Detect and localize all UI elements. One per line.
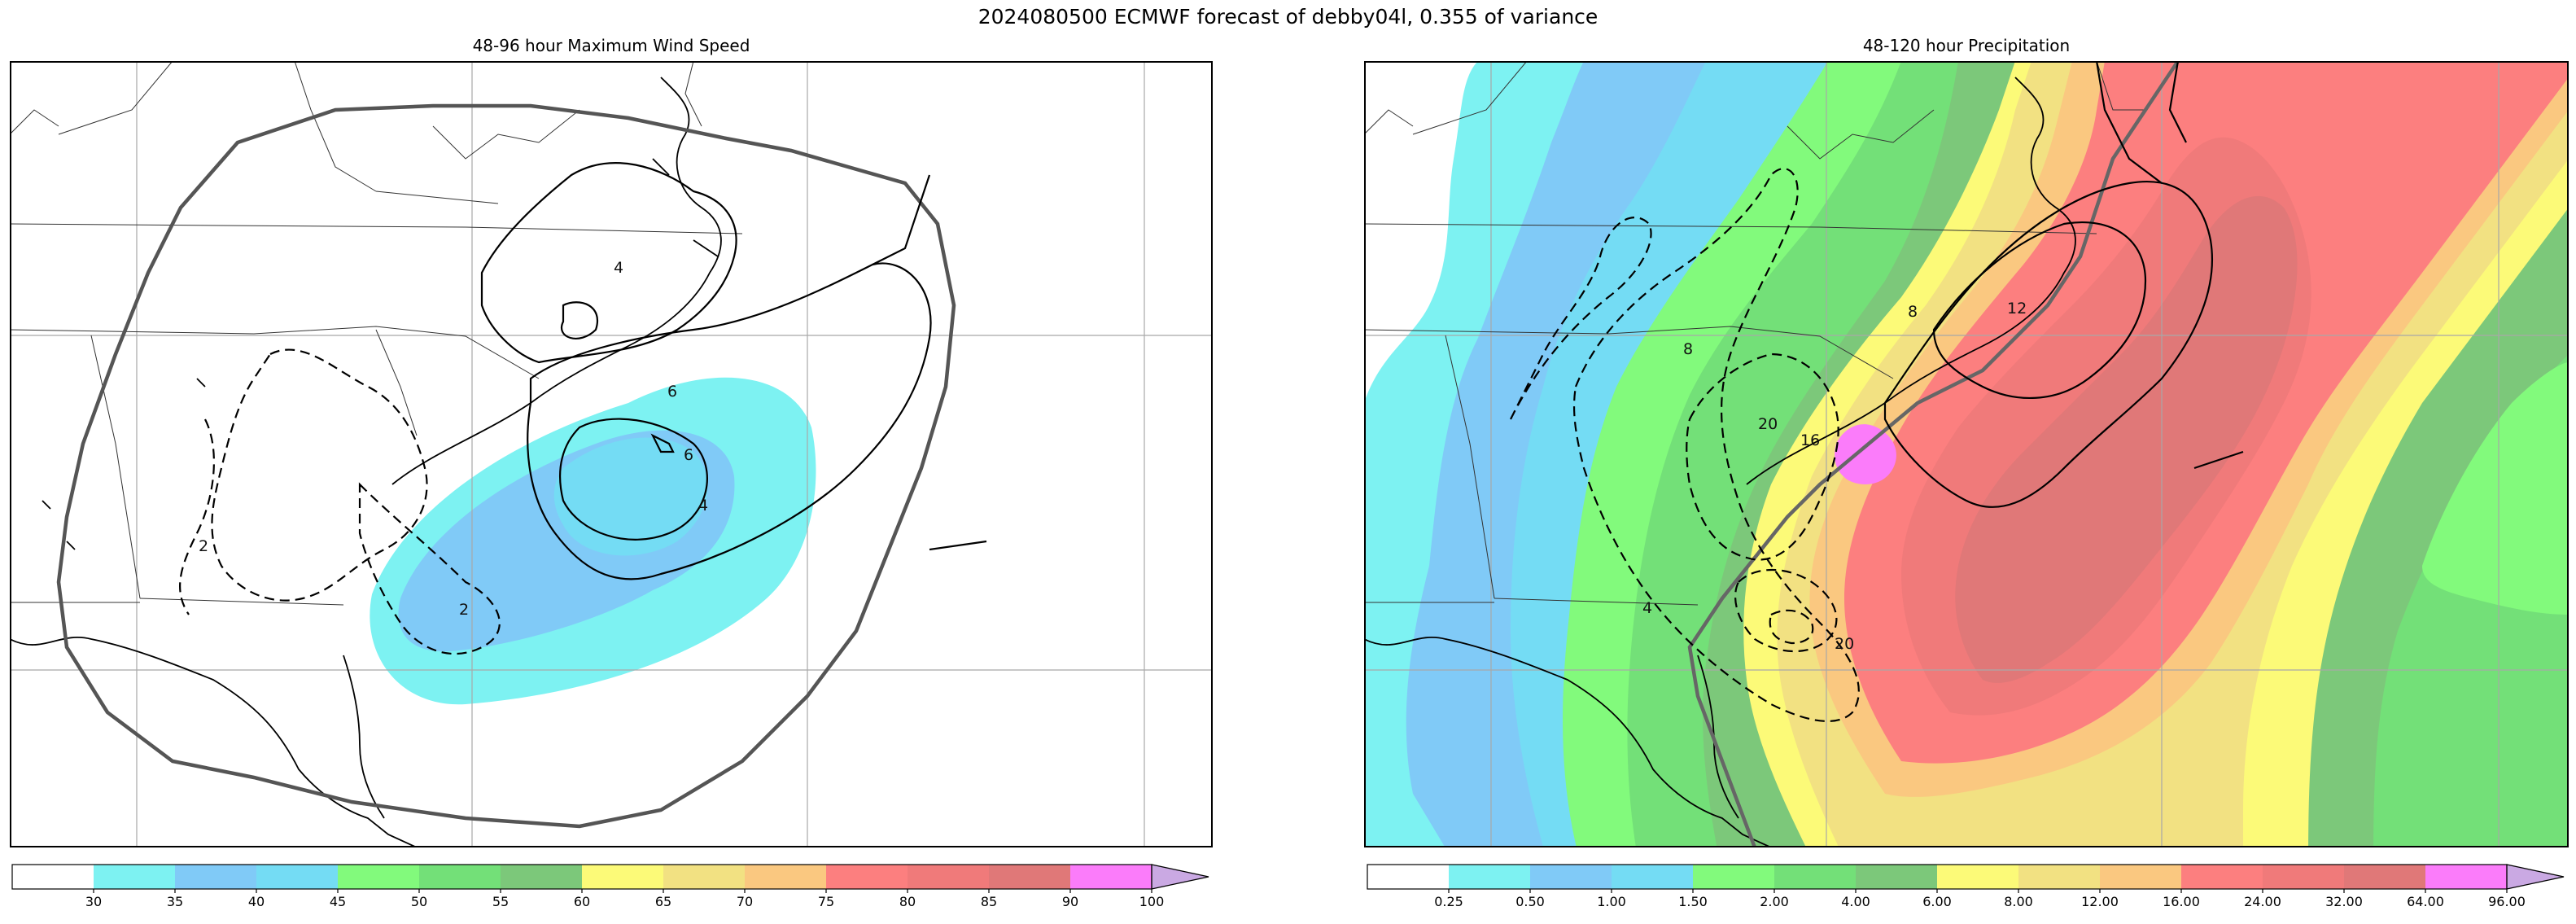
precip-colorbar-tick-label: 16.00 — [2163, 894, 2200, 909]
wind-colorbar-swatch — [94, 865, 176, 889]
precip-dashed-contours — [1510, 168, 1860, 722]
wind-colorbar-tick-label: 30 — [85, 894, 102, 909]
precip-colorbar-tick-label: 64.00 — [2407, 894, 2444, 909]
wind-contour-label-4: 4 — [698, 497, 708, 515]
precip-colorbar-extend-arrow — [2506, 864, 2565, 890]
wind-colorbar-tick-label: 75 — [818, 894, 834, 909]
precip-colorbar-tick-label: 0.25 — [1434, 894, 1463, 909]
precipitation-map: 12 8 8 20 16 4 20 — [1364, 61, 2569, 847]
precip-colorbar-swatch — [1693, 865, 1775, 889]
storm-track — [1687, 61, 2180, 847]
precip-colorbar-tick-label: 2.00 — [1760, 894, 1789, 909]
wind-fill-45 — [553, 437, 708, 556]
wind-colorbar-swatch — [419, 865, 501, 889]
wind-colorbar-tick-label: 70 — [737, 894, 753, 909]
precip-colorbar-swatch — [2425, 865, 2508, 889]
wind-colorbar-tick-label: 45 — [330, 894, 346, 909]
precip-colorbar-swatch — [2181, 865, 2263, 889]
wind-dashed-contours — [179, 348, 501, 655]
precip-colorbar-tick-label: 0.50 — [1515, 894, 1545, 909]
precip-colorbar-swatch — [1367, 865, 1450, 889]
wind-colorbar-swatch — [12, 865, 94, 889]
wind-colorbar-tick-label: 40 — [248, 894, 265, 909]
wind-contour-label-3: 6 — [684, 446, 693, 464]
state-borders — [10, 61, 743, 606]
wind-contour-label-5: 2 — [459, 601, 469, 619]
precip-contour-label-6: 4 — [1642, 599, 1652, 617]
precip-colorbar-tick-label: 96.00 — [2488, 894, 2526, 909]
precip-panel-title: 48-120 hour Precipitation — [1862, 36, 2071, 55]
precip-colorbar-swatch — [1530, 865, 1612, 889]
precip-contour-label-2: 8 — [1908, 303, 1918, 321]
state-borders-right — [1364, 61, 2145, 606]
wind-colorbar-swatch — [663, 865, 746, 889]
precip-colorbar-swatch — [2263, 865, 2345, 889]
precip-colorbar-tick-label: 4.00 — [1841, 894, 1870, 909]
precip-colorbar-swatch — [1449, 865, 1531, 889]
wind-colorbar-swatch — [256, 865, 339, 889]
wind-colorbar-swatch — [175, 865, 257, 889]
wind-colorbar-tick-label: 65 — [655, 894, 671, 909]
wind-map-frame — [10, 61, 1213, 847]
precip-fill-64 — [1955, 195, 2298, 683]
grid-lines — [10, 61, 1213, 847]
precip-colorbar-tick-label: 8.00 — [2004, 894, 2033, 909]
wind-colorbar-swatch — [1070, 865, 1152, 889]
wind-colorbar-tick-label: 85 — [981, 894, 997, 909]
precip-solid-contours — [1883, 61, 2244, 508]
precip-contour-label-7: 20 — [1835, 635, 1854, 653]
wind-colorbar-swatch — [745, 865, 827, 889]
wind-colorbar-tick-label: 35 — [167, 894, 183, 909]
wind-colorbar-tick-label: 100 — [1139, 894, 1165, 909]
precip-contour-labels: 12 8 8 20 16 4 20 — [1642, 300, 2027, 653]
wind-colorbar-swatch — [338, 865, 420, 889]
precip-colorbar-swatch — [2100, 865, 2182, 889]
precip-filled-contours — [1364, 61, 2569, 847]
precip-contour-label-1: 12 — [2007, 300, 2027, 317]
wind-colorbar-swatch — [989, 865, 1071, 889]
wind-solid-contours — [480, 162, 987, 580]
precip-contour-label-3: 8 — [1683, 340, 1693, 358]
precip-colorbar-tick-label: 12.00 — [2081, 894, 2119, 909]
precip-contour-label-4: 20 — [1758, 415, 1778, 433]
precip-colorbar-swatch — [1612, 865, 1694, 889]
wind-colorbar-swatch — [826, 865, 908, 889]
precip-colorbar-swatch — [1774, 865, 1857, 889]
precip-contour-label-5: 16 — [1800, 431, 1820, 449]
precip-colorbar-swatch — [1937, 865, 2019, 889]
precip-colorbar: 0.25 0.50 1.00 1.50 2.00 4.00 6.00 8.00 12.00 16.… — [1367, 864, 2565, 909]
precip-colorbar-tick-label: 6.00 — [1922, 894, 1952, 909]
precip-fill-2-east — [2422, 362, 2569, 615]
wind-colorbar-swatch — [908, 865, 990, 889]
precip-colorbar-swatch — [1856, 865, 1938, 889]
wind-contour-label-6: 2 — [199, 537, 208, 555]
precip-map-frame — [1364, 61, 2569, 847]
wind-speed-map: 4 6 6 4 2 2 — [10, 61, 1213, 847]
figure-title: 2024080500 ECMWF forecast of debby04l, 0… — [977, 5, 1599, 28]
domain-outline — [56, 103, 956, 829]
precip-colorbar-swatch — [2018, 865, 2101, 889]
wind-contour-label-2: 6 — [667, 383, 677, 401]
wind-colorbar-extend-arrow — [1151, 864, 1209, 890]
wind-colorbar: 30 35 40 45 50 55 60 65 70 75 80 85 90 100 — [11, 864, 1209, 909]
precip-fill-96 — [1835, 424, 1896, 484]
wind-colorbar-tick-label: 55 — [492, 894, 509, 909]
precip-colorbar-swatch — [2344, 865, 2426, 889]
precip-colorbar-tick-label: 1.00 — [1597, 894, 1626, 909]
wind-contour-label-1: 4 — [614, 259, 623, 277]
coastline-right — [1364, 77, 2076, 847]
wind-colorbar-tick-label: 90 — [1062, 894, 1078, 909]
precip-colorbar-tick-label: 32.00 — [2325, 894, 2363, 909]
precip-colorbar-tick-label: 1.50 — [1678, 894, 1708, 909]
wind-panel-title: 48-96 hour Maximum Wind Speed — [472, 36, 750, 55]
precip-colorbar-tick-label: 24.00 — [2244, 894, 2281, 909]
wind-colorbar-swatch — [501, 865, 583, 889]
wind-colorbar-tick-label: 60 — [574, 894, 590, 909]
grid-lines-right — [1364, 61, 2569, 847]
wind-colorbar-tick-label: 50 — [411, 894, 427, 909]
wind-colorbar-tick-label: 80 — [899, 894, 916, 909]
coastline — [10, 77, 722, 847]
wind-contour-labels: 4 6 6 4 2 2 — [199, 259, 708, 619]
wind-colorbar-swatch — [582, 865, 664, 889]
